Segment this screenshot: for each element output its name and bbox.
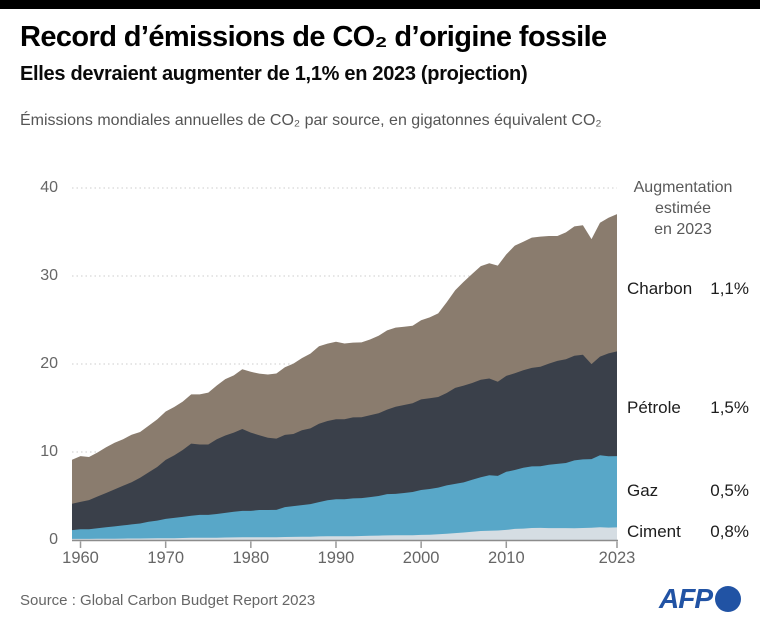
x-axis-label: 2010 — [487, 549, 525, 567]
stacked-area-chart — [72, 187, 618, 548]
x-axis-label: 2023 — [598, 549, 636, 567]
y-axis-label: 20 — [40, 355, 58, 372]
legend-row-ciment: Ciment 0,8% — [627, 522, 749, 542]
chart-description: Émissions mondiales annuelles de CO₂ par… — [20, 112, 602, 129]
page-title: Record d’émissions de CO₂ d’origine foss… — [20, 21, 607, 53]
legend-label: Pétrole — [627, 398, 681, 417]
y-axis-label: 0 — [49, 531, 58, 548]
x-axis-label: 1990 — [317, 549, 355, 567]
legend-value: 0,5% — [710, 481, 749, 500]
source-text: Source : Global Carbon Budget Report 202… — [20, 592, 316, 609]
legend-value: 0,8% — [710, 522, 749, 541]
y-axis-label: 10 — [40, 443, 58, 460]
afp-circle-icon — [715, 586, 741, 612]
y-axis-label: 30 — [40, 267, 58, 284]
top-black-bar — [0, 0, 760, 9]
legend-header-line: estimée — [654, 200, 712, 217]
legend-header: Augmentation estimée en 2023 — [612, 177, 754, 240]
legend-header-line: Augmentation — [633, 179, 733, 196]
legend-header-line: en 2023 — [654, 221, 712, 238]
legend-label: Gaz — [627, 481, 659, 500]
legend-row-charbon: Charbon 1,1% — [627, 279, 749, 299]
legend-value: 1,5% — [710, 398, 749, 417]
legend-value: 1,1% — [710, 279, 749, 298]
x-axis-label: 1980 — [232, 549, 270, 567]
legend-row-gaz: Gaz 0,5% — [627, 481, 749, 501]
legend-row-petrole: Pétrole 1,5% — [627, 398, 749, 418]
x-axis-label: 1960 — [62, 549, 99, 567]
afp-logo: AFP — [659, 583, 741, 615]
page-subtitle: Elles devraient augmenter de 1,1% en 202… — [20, 63, 528, 85]
legend-label: Charbon — [627, 279, 693, 298]
legend-label: Ciment — [627, 522, 681, 541]
area-gaz — [72, 455, 617, 540]
x-axis-label: 2000 — [402, 549, 440, 567]
area-ciment — [72, 527, 617, 540]
x-axis-label: 1970 — [147, 549, 185, 567]
y-axis-label: 40 — [40, 179, 58, 196]
afp-logo-text: AFP — [659, 583, 713, 614]
